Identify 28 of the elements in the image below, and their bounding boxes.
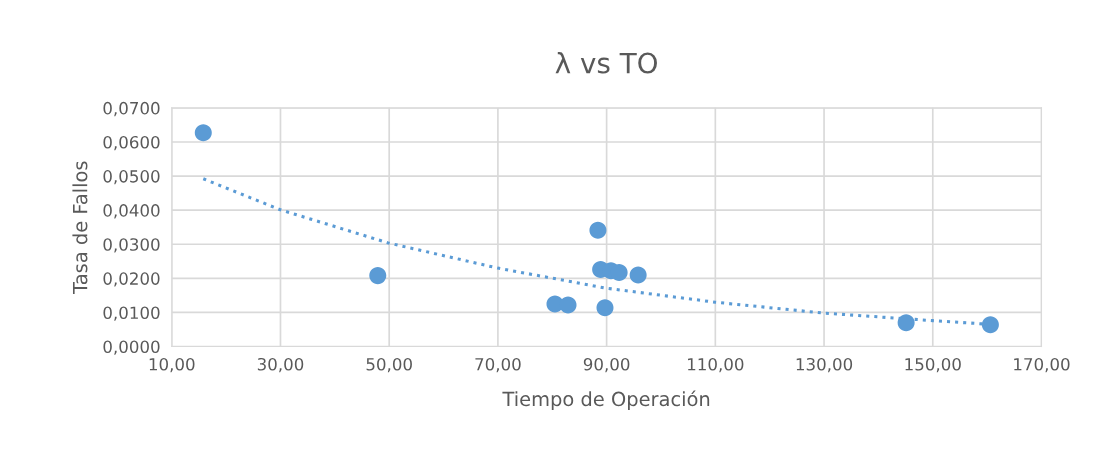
- x-tick-label: 10,00: [149, 357, 195, 373]
- point: [194, 124, 212, 142]
- x-tick-label: 170,00: [1014, 357, 1070, 373]
- y-tick-label: 0,0300: [103, 238, 160, 253]
- chart-title: λ vs TO: [555, 52, 657, 74]
- y-tick-label: 0,0400: [103, 204, 160, 219]
- point: [559, 296, 577, 314]
- y-tick-label: 0,0200: [103, 272, 160, 287]
- x-tick-label: 30,00: [257, 357, 304, 373]
- x-tick-label: 110,00: [688, 357, 744, 373]
- x-tick-label: 70,00: [475, 357, 521, 373]
- y-tick-label: 0,0600: [103, 135, 160, 151]
- x-tick-label: 130,00: [796, 357, 853, 373]
- point: [629, 266, 647, 284]
- y-tick-label: 0,0700: [103, 101, 160, 117]
- point: [897, 314, 915, 332]
- point: [596, 299, 614, 317]
- x-tick-label: 90,00: [583, 357, 630, 373]
- y-tick-label: 0,0000: [103, 340, 160, 355]
- point: [369, 267, 387, 285]
- point: [589, 221, 607, 239]
- point: [981, 316, 999, 334]
- x-tick-label: 150,00: [905, 357, 961, 373]
- y-tick-label: 0,0500: [103, 170, 160, 185]
- y-tick-label: 0,0100: [103, 306, 160, 321]
- y-axis-title: Tasa de Fallos: [72, 161, 88, 294]
- x-axis-title: Tiempo de Operación: [502, 390, 710, 411]
- x-tick-label: 50,00: [366, 357, 412, 373]
